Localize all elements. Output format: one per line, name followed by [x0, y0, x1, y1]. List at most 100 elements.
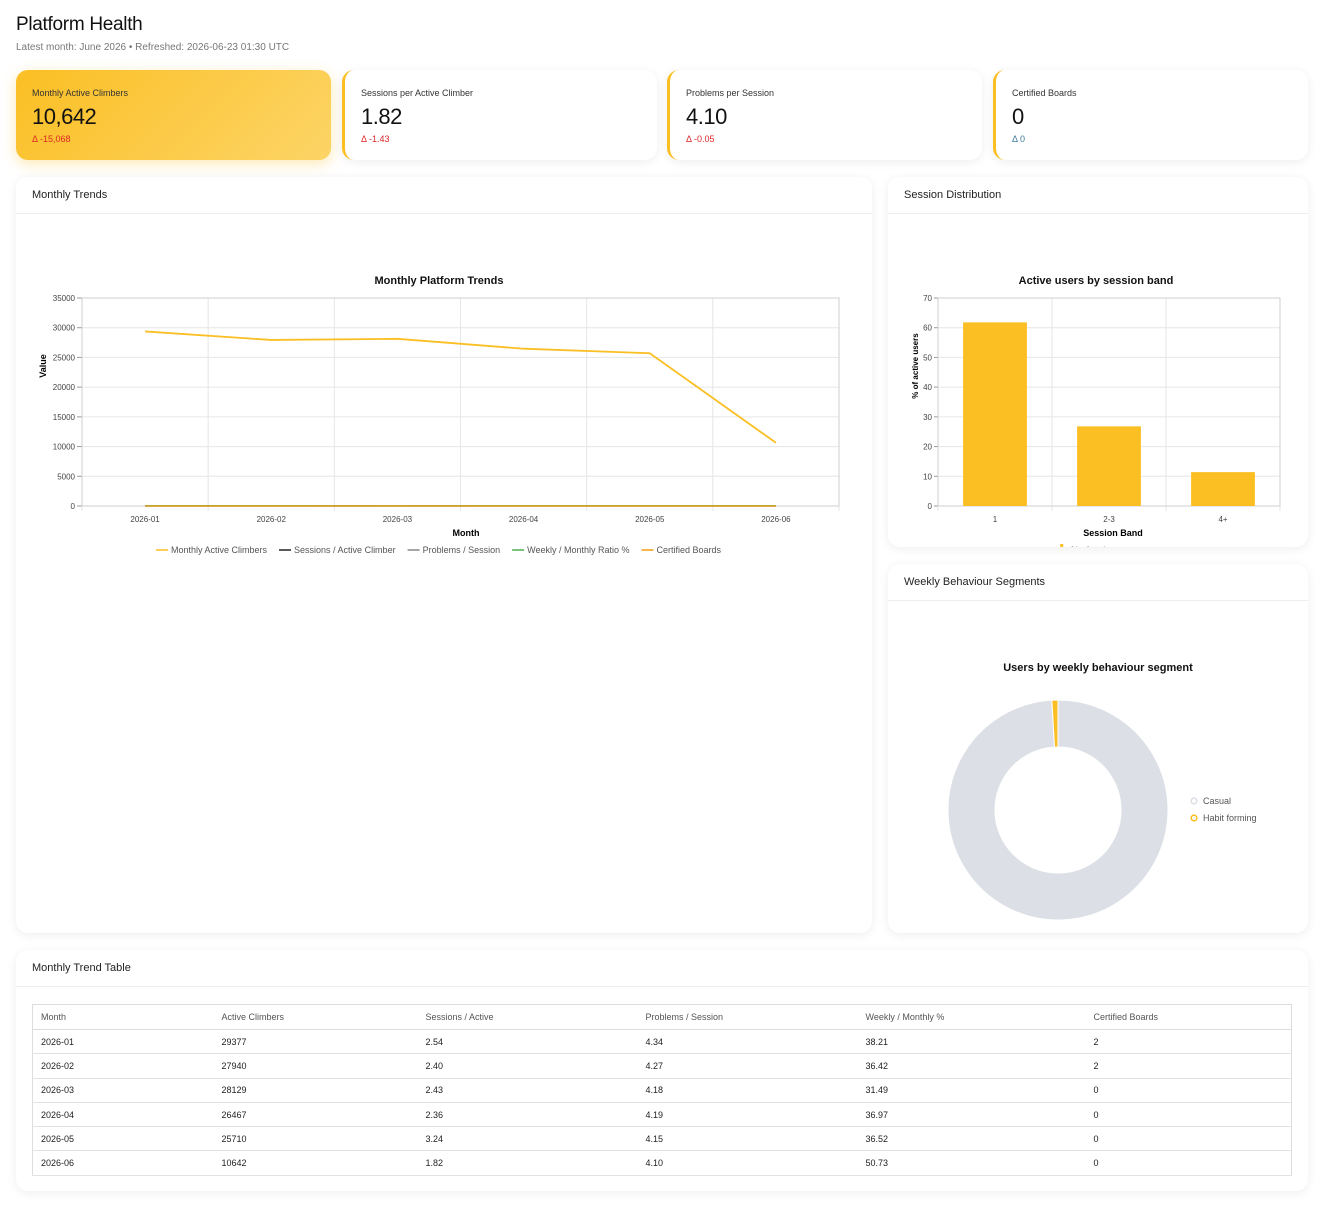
table-row: 2026-03 28129 2.43 4.18 31.49 0	[32, 1078, 1292, 1103]
table-cell: 2	[1085, 1029, 1292, 1055]
legend-label: % of active users	[1071, 545, 1140, 547]
chart-title: Active users by session band	[1019, 275, 1174, 287]
column-header[interactable]: Month	[32, 1004, 214, 1030]
table-cell: 2026-04	[32, 1102, 214, 1128]
table-cell: 4.15	[637, 1126, 858, 1152]
table-cell: 36.97	[857, 1102, 1086, 1128]
legend-label: Problems / Session	[423, 545, 501, 555]
table-row: 2026-02 27940 2.40 4.27 36.42 2	[32, 1053, 1292, 1079]
x-tick-label: 2026-03	[383, 515, 413, 524]
legend-label: Habit forming	[1203, 813, 1257, 823]
column-header[interactable]: Sessions / Active	[417, 1004, 638, 1030]
table-cell: 28129	[213, 1078, 418, 1103]
y-tick-label: 20	[923, 443, 932, 452]
y-tick-label: 0	[71, 502, 76, 511]
y-tick-label: 0	[928, 502, 933, 511]
kpi-value: 0	[1012, 104, 1024, 129]
page-subtitle: Latest month: June 2026 • Refreshed: 202…	[16, 42, 290, 53]
y-tick-label: 60	[923, 324, 932, 333]
column-header[interactable]: Active Climbers	[213, 1004, 418, 1030]
y-tick-label: 10	[923, 472, 932, 481]
monthly-trends-panel: Monthly Trends Monthly Platform Trends 0…	[16, 177, 872, 933]
table-row: 2026-01 29377 2.54 4.34 38.21 2	[32, 1029, 1292, 1055]
kpi-delta: Δ -0.05	[686, 134, 715, 144]
trend-table-panel: Monthly Trend Table Month Active Climber…	[16, 950, 1308, 1191]
x-tick-label: 4+	[1218, 515, 1227, 524]
chart-title: Monthly Platform Trends	[375, 275, 504, 287]
y-tick-label: 5000	[57, 472, 75, 481]
panel-title: Weekly Behaviour Segments	[888, 564, 1308, 601]
kpi-label: Certified Boards	[1012, 88, 1077, 98]
weekly-segments-chart: Users by weekly behaviour segment Casual…	[947, 662, 1257, 921]
table-cell: 50.73	[857, 1150, 1086, 1176]
table-cell: 4.34	[637, 1029, 858, 1055]
column-header[interactable]: Weekly / Monthly %	[857, 1004, 1086, 1030]
x-tick-label: 2026-06	[761, 515, 791, 524]
legend-swatch	[1190, 797, 1198, 805]
table-cell: 36.42	[857, 1053, 1086, 1079]
table-cell: 27940	[213, 1053, 418, 1079]
table-cell: 2.36	[417, 1102, 638, 1128]
trend-table: Month Active Climbers Sessions / Active …	[32, 1004, 1292, 1176]
x-tick-label: 1	[993, 515, 998, 524]
kpi-label: Problems per Session	[686, 88, 775, 98]
y-tick-label: 15000	[53, 413, 76, 422]
table-cell: 4.19	[637, 1102, 858, 1128]
table-row: 2026-06 10642 1.82 4.10 50.73 0	[32, 1150, 1292, 1176]
kpi-card-sessions-per-climber[interactable]: Sessions per Active Climber 1.82 Δ -1.43	[342, 70, 657, 160]
bar	[1191, 472, 1255, 506]
legend-label: Certified Boards	[657, 545, 722, 555]
monthly-trends-chart: Monthly Platform Trends 0 5000 10000 15000 2…	[38, 275, 840, 555]
table-row: 2026-05 25710 3.24 4.15 36.52 0	[32, 1126, 1292, 1152]
y-tick-label: 10000	[53, 443, 76, 452]
page-title: Platform Health	[16, 14, 143, 35]
kpi-value: 4.10	[686, 104, 727, 129]
kpi-value: 1.82	[361, 104, 402, 129]
x-tick-label: 2026-02	[257, 515, 287, 524]
table-cell: 2026-01	[32, 1029, 214, 1055]
column-header[interactable]: Problems / Session	[637, 1004, 858, 1030]
chart-title: Users by weekly behaviour segment	[1003, 662, 1193, 674]
table-cell: 2	[1085, 1053, 1292, 1079]
x-tick-label: 2026-05	[635, 515, 665, 524]
table-cell: 0	[1085, 1102, 1292, 1128]
kpi-value: 10,642	[32, 104, 97, 129]
table-cell: 2026-03	[32, 1078, 214, 1103]
table-cell: 4.18	[637, 1078, 858, 1103]
column-header[interactable]: Certified Boards	[1085, 1004, 1292, 1030]
legend-label: Monthly Active Climbers	[171, 545, 268, 555]
donut-slice	[947, 699, 1169, 921]
y-tick-label: 40	[923, 383, 932, 392]
table-cell: 26467	[213, 1102, 418, 1128]
y-tick-label: 25000	[53, 353, 76, 362]
kpi-card-certified-boards[interactable]: Certified Boards 0 Δ 0	[993, 70, 1308, 160]
kpi-label: Sessions per Active Climber	[361, 88, 474, 98]
kpi-card-monthly-active-climbers[interactable]: Monthly Active Climbers 10,642 Δ -15,068	[16, 70, 331, 160]
legend-swatch	[1190, 814, 1198, 822]
table-header-row: Month Active Climbers Sessions / Active …	[32, 1004, 1292, 1030]
table-cell: 36.52	[857, 1126, 1086, 1152]
kpi-card-problems-per-session[interactable]: Problems per Session 4.10 Δ -0.05	[667, 70, 982, 160]
panel-title: Session Distribution	[888, 177, 1308, 214]
table-cell: 2.40	[417, 1053, 638, 1079]
bar	[1077, 426, 1141, 506]
kpi-delta: Δ -1.43	[361, 134, 390, 144]
weekly-segments-panel: Weekly Behaviour Segments Users by weekl…	[888, 564, 1308, 933]
y-tick-label: 50	[923, 353, 932, 362]
x-axis-label: Session Band	[1083, 528, 1143, 538]
x-axis-label: Month	[453, 528, 480, 538]
table-cell: 31.49	[857, 1078, 1086, 1103]
table-cell: 2026-02	[32, 1053, 214, 1079]
table-cell: 38.21	[857, 1029, 1086, 1055]
table-cell: 0	[1085, 1150, 1292, 1176]
y-axis-label: % of active users	[911, 333, 920, 399]
series-line	[145, 330, 777, 444]
y-tick-label: 30	[923, 413, 932, 422]
table-cell: 0	[1085, 1078, 1292, 1103]
x-tick-label: 2-3	[1103, 515, 1115, 524]
legend-swatch	[1060, 544, 1064, 547]
legend-label: Casual	[1203, 796, 1231, 806]
session-distribution-panel: Session Distribution Active users by ses…	[888, 177, 1308, 547]
table-cell: 1.82	[417, 1150, 638, 1176]
kpi-delta: Δ -15,068	[32, 134, 71, 144]
